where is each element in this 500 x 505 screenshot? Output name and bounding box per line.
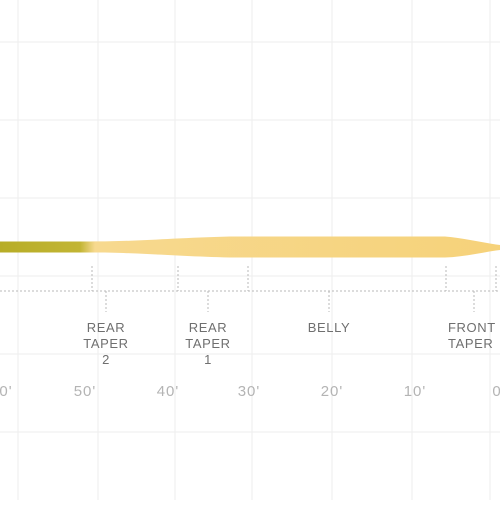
section-label-rear-taper-2: REAR TAPER 2 <box>76 320 136 368</box>
scale-label: 30' <box>237 383 261 400</box>
fly-line-profile <box>0 236 500 258</box>
label-line: TAPER <box>83 336 129 351</box>
scale-label: 10' <box>403 383 427 400</box>
scale-label: 0' <box>0 383 13 400</box>
label-line: REAR <box>188 320 228 335</box>
label-line: 1 <box>204 352 212 367</box>
label-line: 2 <box>102 352 110 367</box>
label-line: TAPER <box>448 336 494 351</box>
label-line: TAPER <box>185 336 231 351</box>
label-line: FRONT <box>448 320 496 335</box>
scale-label: 50' <box>73 383 97 400</box>
section-label-front-taper: FRONT TAPER <box>448 320 500 352</box>
label-line: BELLY <box>307 320 351 335</box>
scale-label: 0 <box>492 383 500 400</box>
section-label-belly: BELLY <box>299 320 359 336</box>
section-markers <box>0 266 500 312</box>
scale-label: 20' <box>320 383 344 400</box>
scale-label: 40' <box>156 383 180 400</box>
label-line: REAR <box>86 320 126 335</box>
section-label-rear-taper-1: REAR TAPER 1 <box>178 320 238 368</box>
